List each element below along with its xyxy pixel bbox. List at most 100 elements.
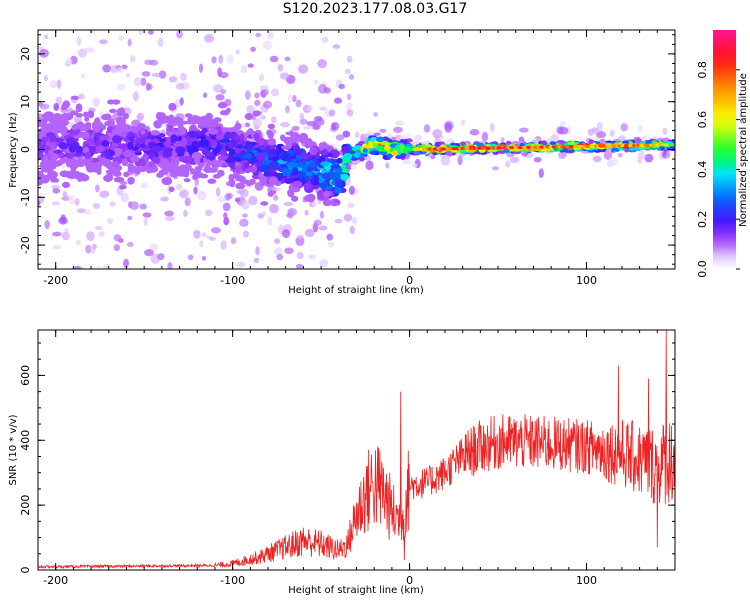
heatmap-cell [348,73,355,80]
heatmap-cell [127,176,135,185]
colorbar-tick-label: 0.0 [696,260,709,278]
heatmap-cell [354,145,363,151]
heatmap-cell [242,213,248,218]
heatmap-cell [184,197,191,207]
heatmap-cell [183,209,188,217]
heatmap-cell [518,127,529,133]
heatmap-cell [373,132,381,136]
colorbar-tick-label: 0.8 [696,61,709,79]
heatmap-cell [205,5,210,15]
heatmap-cell [336,158,343,164]
heatmap-cell [208,128,218,135]
heatmap-cell [354,131,360,139]
heatmap-cell [291,195,299,202]
heatmap-cell [308,161,316,168]
heatmap-cell [86,231,95,242]
heatmap-cell [168,186,175,193]
heatmap-cell [149,59,159,66]
heatmap-cell [188,144,195,154]
heatmap-cell [220,89,227,95]
heatmap-cell [339,173,350,181]
heatmap-cell [414,134,423,142]
heatmap-cell [124,301,132,310]
heatmap-cell [107,218,113,224]
heatmap-cell [297,234,304,239]
heatmap-cell [348,185,355,196]
heatmap-cell [236,144,244,149]
heatmap-cell [52,245,62,250]
heatmap-cell [140,271,147,275]
heatmap-cell [129,155,140,163]
heatmap-cell [217,155,228,161]
heatmap-cell [341,146,350,154]
heatmap-cell [203,120,215,128]
heatmap-cell [326,276,331,283]
heatmap-cell [157,253,165,261]
heatmap-cell [76,208,86,214]
heatmap-cell [113,244,120,252]
heatmap-cell [308,254,316,260]
heatmap-cell [168,102,177,111]
heatmap-cell [174,271,182,278]
heatmap-cell [490,123,495,132]
heatmap-cell [313,174,320,184]
heatmap-cell [200,134,206,143]
heatmap-cell [203,19,213,25]
heatmap-cell [85,308,92,313]
heatmap-cell [226,192,233,200]
heatmap-cell [271,187,282,192]
heatmap-cell [243,153,252,160]
heatmap-cell [668,146,675,152]
heatmap-cell [244,122,251,128]
heatmap-cell [327,241,335,248]
heatmap-cell [273,194,279,201]
heatmap-cell [644,153,654,163]
heatmap-cell [175,146,186,155]
heatmap-cell [330,164,341,169]
y-tick-label: -20 [19,236,32,254]
heatmap-cell [399,143,406,148]
heatmap-cell [215,94,225,101]
heatmap-cell [85,151,91,160]
heatmap-cell [155,15,159,21]
heatmap-cell [335,134,345,141]
heatmap-cell [235,261,246,268]
heatmap-cell [285,142,293,149]
x-tick-label: 0 [406,574,413,587]
heatmap-cell [331,122,340,131]
heatmap-cell [511,140,519,145]
heatmap-cell [179,97,184,106]
heatmap-cell [246,104,255,114]
heatmap-cell [98,230,105,238]
heatmap-cell [76,121,85,130]
colorbar-ticks: 0.0 0.2 0.4 0.6 0.8 [696,61,740,278]
heatmap-cell [314,79,319,85]
heatmap-cell [144,249,154,257]
heatmap-cell [207,178,217,184]
heatmap-cell [327,152,333,158]
heatmap-cell [256,152,266,162]
heatmap-cell [62,191,68,198]
heatmap-cell [204,34,214,43]
heatmap-cell [104,175,112,183]
heatmap-cell [53,149,63,154]
heatmap-cell [175,82,185,90]
x-tick-label: -200 [43,574,68,587]
y-tick-label: 200 [19,495,32,516]
heatmap-cell [177,126,187,135]
heatmap-cell [299,118,308,125]
heatmap-cell [170,134,177,144]
heatmap-cell [166,130,173,137]
heatmap-cell [198,63,204,73]
heatmap-cell [42,114,51,122]
heatmap-cell [75,103,83,113]
heatmap-cell [304,195,310,202]
heatmap-cell [113,176,125,183]
heatmap-cell [170,166,182,175]
heatmap-cell [92,202,101,210]
heatmap-cell [386,153,394,158]
heatmap-cell [307,104,313,112]
heatmap-cell [347,150,356,155]
heatmap-cell [75,113,83,118]
snr-panel: -200 -100 0 100 0 200 400 600 Height of straigh… [8,329,676,596]
